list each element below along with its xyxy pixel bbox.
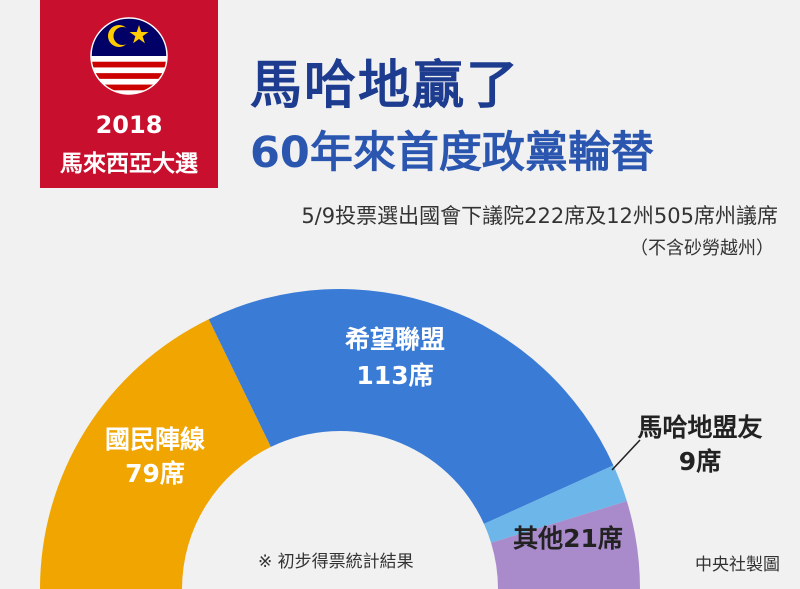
footnote: ※ 初步得票統計結果 xyxy=(258,552,414,572)
segment-label-value-0: 79席 xyxy=(125,459,185,488)
subtitle: 5/9投票選出國會下議院222席及12州505席州議席 xyxy=(301,204,778,228)
ally-callout-line xyxy=(611,439,641,471)
segment-label-value-1: 113席 xyxy=(356,361,433,390)
chart-segment-1 xyxy=(208,288,614,524)
segment-label-3: 其他21席 xyxy=(513,524,623,553)
headline-secondary: 60年來首度政黨輪替 xyxy=(250,128,654,178)
election-badge: 2018 馬來西亞大選 xyxy=(40,0,218,188)
subtitle-note: （不含砂勞越州） xyxy=(630,238,774,259)
chart-segment-2 xyxy=(483,465,627,543)
segment-label-name-0: 國民陣線 xyxy=(105,425,205,454)
election-year: 2018 xyxy=(95,111,163,139)
source-credit: 中央社製圖 xyxy=(695,555,780,575)
segment-label-value-2: 9席 xyxy=(679,447,721,476)
segment-label-name-2: 馬哈地盟友 xyxy=(637,413,762,442)
chart-segment-3 xyxy=(491,501,640,589)
malaysia-flag-icon xyxy=(90,17,168,95)
segment-label-name-1: 希望聯盟 xyxy=(345,325,445,354)
chart-segment-0 xyxy=(40,319,271,589)
election-name: 馬來西亞大選 xyxy=(60,151,198,177)
headline-main: 馬哈地贏了 xyxy=(250,56,521,116)
